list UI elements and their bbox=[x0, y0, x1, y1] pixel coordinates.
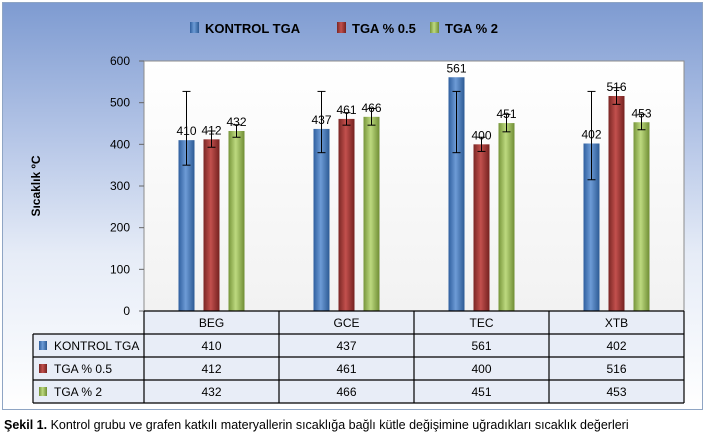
bar-gce-series-3 bbox=[363, 116, 380, 311]
bar-gce-series-1 bbox=[313, 128, 330, 311]
data-label: 451 bbox=[496, 107, 516, 121]
table-legend-swatch bbox=[39, 387, 47, 396]
table-cell: 466 bbox=[336, 385, 356, 399]
x-tick-label: XTB bbox=[605, 316, 628, 330]
table-cell: 412 bbox=[201, 362, 221, 376]
x-tick-label: BEG bbox=[199, 316, 224, 330]
data-label: 561 bbox=[446, 61, 466, 75]
y-axis: 0 100 200 300 400 500 600 bbox=[110, 54, 144, 318]
y-tick-label: 0 bbox=[123, 304, 130, 318]
y-axis-label: Sıcaklık ºC bbox=[29, 155, 43, 216]
y-tick-label: 500 bbox=[110, 96, 130, 110]
legend-label: TGA % 2 bbox=[445, 21, 498, 36]
table-cell: 432 bbox=[201, 385, 221, 399]
table-legend-swatch bbox=[39, 341, 47, 350]
legend-swatch bbox=[430, 22, 439, 33]
legend-swatch bbox=[190, 22, 199, 33]
table-legend-swatch bbox=[39, 364, 47, 373]
bar-xtb-series-3 bbox=[633, 122, 650, 311]
bar-chart: KONTROL TGA TGA % 0.5 TGA % 2 0 100 200 300 40… bbox=[29, 21, 685, 404]
bar-tec-series-3 bbox=[498, 123, 515, 311]
x-tick-label: GCE bbox=[333, 316, 359, 330]
plot-area bbox=[143, 60, 685, 312]
table-series-label: TGA % 0.5 bbox=[54, 362, 112, 376]
table-series-label: TGA % 2 bbox=[54, 385, 102, 399]
bar-beg-series-3 bbox=[228, 131, 245, 311]
chart-frame: KONTROL TGA TGA % 0.5 TGA % 2 0 100 200 300 40… bbox=[2, 2, 703, 410]
bar-gce-series-2 bbox=[338, 118, 355, 312]
table-cell: 402 bbox=[606, 339, 626, 353]
data-label: 516 bbox=[606, 80, 626, 94]
data-table: BEG GCE TEC XTB KONTROL TGA 410 437 561 402 TGA %… bbox=[32, 310, 685, 404]
bar-xtb-series-2 bbox=[608, 96, 625, 311]
table-cell: 400 bbox=[471, 362, 491, 376]
bars: 410 437 561 402 412 461 400 516 432 466 451 453 bbox=[176, 61, 652, 312]
bar-beg-series-2 bbox=[203, 139, 220, 311]
table-cell: 453 bbox=[606, 385, 626, 399]
table-cell: 451 bbox=[471, 385, 491, 399]
table-body bbox=[33, 334, 684, 403]
bar-tec-series-1 bbox=[448, 77, 465, 311]
table-cell: 461 bbox=[336, 362, 356, 376]
table-cell: 516 bbox=[606, 362, 626, 376]
data-label: 453 bbox=[631, 106, 651, 120]
table-cell: 410 bbox=[201, 339, 221, 353]
bar-xtb-series-1 bbox=[583, 143, 600, 311]
table-cell: 437 bbox=[336, 339, 356, 353]
x-tick-label: TEC bbox=[470, 316, 494, 330]
data-label: 432 bbox=[226, 115, 246, 129]
y-tick-label: 100 bbox=[110, 262, 130, 276]
table-cell: 561 bbox=[471, 339, 491, 353]
data-label: 466 bbox=[361, 101, 381, 115]
table-series-label: KONTROL TGA bbox=[54, 339, 139, 353]
data-label: 402 bbox=[581, 128, 601, 142]
legend-swatch bbox=[337, 22, 346, 33]
caption-text: Kontrol grubu ve grafen katkılı materyal… bbox=[47, 418, 629, 432]
y-tick-label: 200 bbox=[110, 221, 130, 235]
data-label: 400 bbox=[471, 128, 491, 142]
data-label: 412 bbox=[201, 123, 221, 137]
data-label: 461 bbox=[336, 103, 356, 117]
bar-beg-series-1 bbox=[178, 140, 195, 311]
legend: KONTROL TGA TGA % 0.5 TGA % 2 bbox=[190, 21, 498, 36]
data-label: 437 bbox=[311, 113, 331, 127]
y-tick-label: 400 bbox=[110, 137, 130, 151]
y-tick-label: 300 bbox=[110, 179, 130, 193]
bar-tec-series-2 bbox=[473, 144, 490, 311]
data-label: 410 bbox=[176, 124, 196, 138]
legend-label: KONTROL TGA bbox=[205, 21, 301, 36]
legend-label: TGA % 0.5 bbox=[352, 21, 416, 36]
caption-label: Şekil 1. bbox=[4, 418, 48, 432]
y-tick-label: 600 bbox=[110, 54, 130, 68]
figure-caption: Şekil 1. Kontrol grubu ve grafen katkılı… bbox=[4, 418, 704, 432]
